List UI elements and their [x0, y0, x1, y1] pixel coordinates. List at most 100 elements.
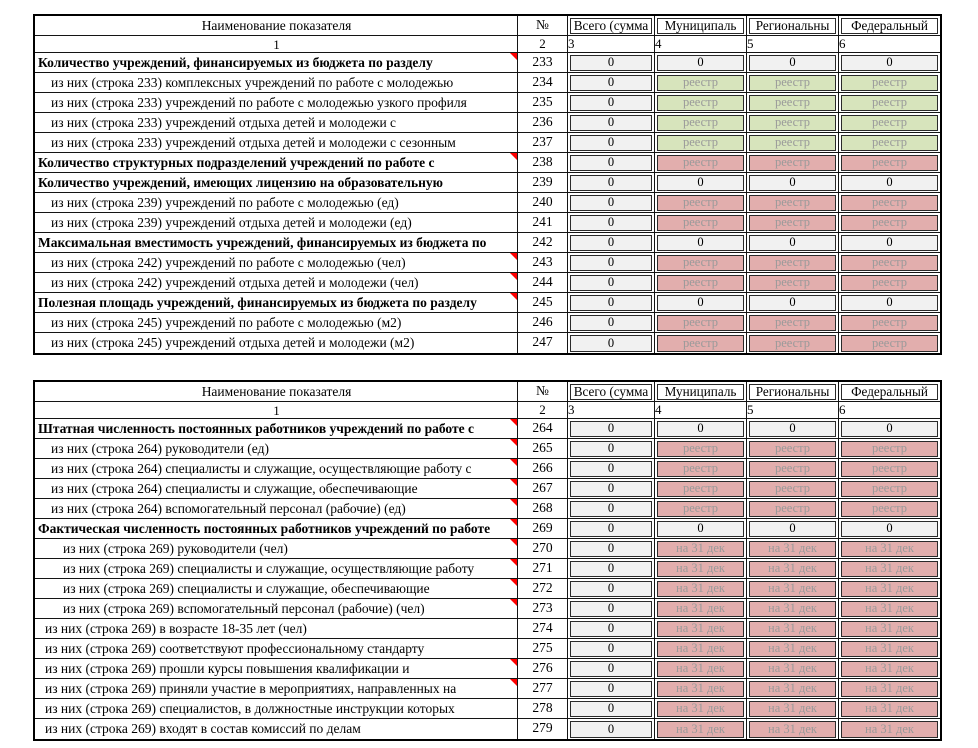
row-number-cell[interactable]: 235 [518, 93, 568, 112]
row-number-cell[interactable]: 237 [518, 133, 568, 152]
federal-value-cell[interactable]: 0 [841, 520, 938, 537]
row-number-cell[interactable]: 278 [518, 699, 568, 718]
regional-value-cell[interactable]: реестр [749, 94, 836, 111]
federal-value-cell[interactable]: реестр [841, 274, 938, 291]
row-number-cell[interactable]: 267 [518, 479, 568, 498]
regional-value-cell[interactable]: на 31 дек [749, 580, 836, 597]
federal-value-cell[interactable]: реестр [841, 500, 938, 517]
row-number-cell[interactable]: 247 [518, 333, 568, 353]
regional-value-cell[interactable]: реестр [749, 440, 836, 457]
total-value-cell[interactable]: 0 [570, 700, 652, 717]
total-value-cell[interactable]: 0 [570, 620, 652, 637]
row-number-cell[interactable]: 275 [518, 639, 568, 658]
total-value-cell[interactable]: 0 [570, 214, 652, 231]
row-number-cell[interactable]: 240 [518, 193, 568, 212]
total-value-cell[interactable]: 0 [570, 480, 652, 497]
federal-value-cell[interactable]: на 31 дек [841, 660, 938, 677]
federal-value-cell[interactable]: 0 [841, 54, 938, 71]
regional-value-cell[interactable]: реестр [749, 274, 836, 291]
row-number-cell[interactable]: 236 [518, 113, 568, 132]
total-value-cell[interactable]: 0 [570, 114, 652, 131]
municipal-value-cell[interactable]: реестр [657, 440, 744, 457]
federal-value-cell[interactable]: реестр [841, 134, 938, 151]
municipal-value-cell[interactable]: 0 [657, 520, 744, 537]
regional-value-cell[interactable]: реестр [749, 314, 836, 331]
regional-value-cell[interactable]: на 31 дек [749, 600, 836, 617]
indicator-label-cell[interactable]: Количество учреждений, финансируемых из … [35, 53, 518, 72]
total-value-cell[interactable]: 0 [570, 540, 652, 557]
row-number-cell[interactable]: 244 [518, 273, 568, 292]
federal-value-cell[interactable]: реестр [841, 94, 938, 111]
municipal-value-cell[interactable]: 0 [657, 54, 744, 71]
regional-value-cell[interactable]: реестр [749, 114, 836, 131]
indicator-label-cell[interactable]: Штатная численность постоянных работнико… [35, 419, 518, 438]
municipal-value-cell[interactable]: 0 [657, 294, 744, 311]
indicator-label-cell[interactable]: из них (строка 239) учреждений отдыха де… [35, 213, 518, 232]
municipal-value-cell[interactable]: на 31 дек [657, 700, 744, 717]
indicator-label-cell[interactable]: из них (строка 245) учреждений по работе… [35, 313, 518, 332]
federal-value-cell[interactable]: реестр [841, 334, 938, 352]
federal-value-cell[interactable]: на 31 дек [841, 600, 938, 617]
federal-value-cell[interactable]: на 31 дек [841, 540, 938, 557]
indicator-label-cell[interactable]: из них (строка 269) специалисты и служащ… [35, 579, 518, 598]
regional-value-cell[interactable]: 0 [749, 234, 836, 251]
total-value-cell[interactable]: 0 [570, 440, 652, 457]
total-value-cell[interactable]: 0 [570, 680, 652, 697]
municipal-value-cell[interactable]: реестр [657, 334, 744, 352]
federal-value-cell[interactable]: на 31 дек [841, 620, 938, 637]
row-number-cell[interactable]: 277 [518, 679, 568, 698]
regional-value-cell[interactable]: реестр [749, 480, 836, 497]
federal-value-cell[interactable]: реестр [841, 194, 938, 211]
regional-value-cell[interactable]: 0 [749, 420, 836, 437]
total-value-cell[interactable]: 0 [570, 154, 652, 171]
total-value-cell[interactable]: 0 [570, 560, 652, 577]
municipal-value-cell[interactable]: реестр [657, 254, 744, 271]
total-value-cell[interactable]: 0 [570, 520, 652, 537]
row-number-cell[interactable]: 233 [518, 53, 568, 72]
regional-value-cell[interactable]: реестр [749, 254, 836, 271]
row-number-cell[interactable]: 271 [518, 559, 568, 578]
regional-value-cell[interactable]: 0 [749, 520, 836, 537]
municipal-value-cell[interactable]: на 31 дек [657, 540, 744, 557]
total-value-cell[interactable]: 0 [570, 720, 652, 738]
federal-value-cell[interactable]: реестр [841, 314, 938, 331]
regional-value-cell[interactable]: на 31 дек [749, 620, 836, 637]
row-number-cell[interactable]: 274 [518, 619, 568, 638]
indicator-label-cell[interactable]: из них (строка 269) прошли курсы повышен… [35, 659, 518, 678]
total-value-cell[interactable]: 0 [570, 134, 652, 151]
total-value-cell[interactable]: 0 [570, 194, 652, 211]
indicator-label-cell[interactable]: из них (строка 269) специалистов, в долж… [35, 699, 518, 718]
municipal-value-cell[interactable]: на 31 дек [657, 720, 744, 738]
municipal-value-cell[interactable]: реестр [657, 94, 744, 111]
federal-value-cell[interactable]: реестр [841, 254, 938, 271]
indicator-label-cell[interactable]: из них (строка 233) учреждений отдыха де… [35, 133, 518, 152]
regional-value-cell[interactable]: реестр [749, 154, 836, 171]
municipal-value-cell[interactable]: реестр [657, 194, 744, 211]
total-value-cell[interactable]: 0 [570, 460, 652, 477]
row-number-cell[interactable]: 268 [518, 499, 568, 518]
row-number-cell[interactable]: 242 [518, 233, 568, 252]
regional-value-cell[interactable]: на 31 дек [749, 660, 836, 677]
federal-value-cell[interactable]: реестр [841, 74, 938, 91]
federal-value-cell[interactable]: реестр [841, 460, 938, 477]
indicator-label-cell[interactable]: из них (строка 233) комплексных учрежден… [35, 73, 518, 92]
regional-value-cell[interactable]: реестр [749, 74, 836, 91]
federal-value-cell[interactable]: на 31 дек [841, 720, 938, 738]
federal-value-cell[interactable]: на 31 дек [841, 700, 938, 717]
indicator-label-cell[interactable]: из них (строка 269) в возрасте 18-35 лет… [35, 619, 518, 638]
total-value-cell[interactable]: 0 [570, 314, 652, 331]
total-value-cell[interactable]: 0 [570, 500, 652, 517]
row-number-cell[interactable]: 245 [518, 293, 568, 312]
municipal-value-cell[interactable]: реестр [657, 460, 744, 477]
federal-value-cell[interactable]: реестр [841, 154, 938, 171]
regional-value-cell[interactable]: 0 [749, 294, 836, 311]
municipal-value-cell[interactable]: 0 [657, 174, 744, 191]
federal-value-cell[interactable]: на 31 дек [841, 640, 938, 657]
regional-value-cell[interactable]: реестр [749, 460, 836, 477]
row-number-cell[interactable]: 266 [518, 459, 568, 478]
municipal-value-cell[interactable]: на 31 дек [657, 620, 744, 637]
regional-value-cell[interactable]: на 31 дек [749, 700, 836, 717]
row-number-cell[interactable]: 238 [518, 153, 568, 172]
row-number-cell[interactable]: 270 [518, 539, 568, 558]
municipal-value-cell[interactable]: реестр [657, 114, 744, 131]
